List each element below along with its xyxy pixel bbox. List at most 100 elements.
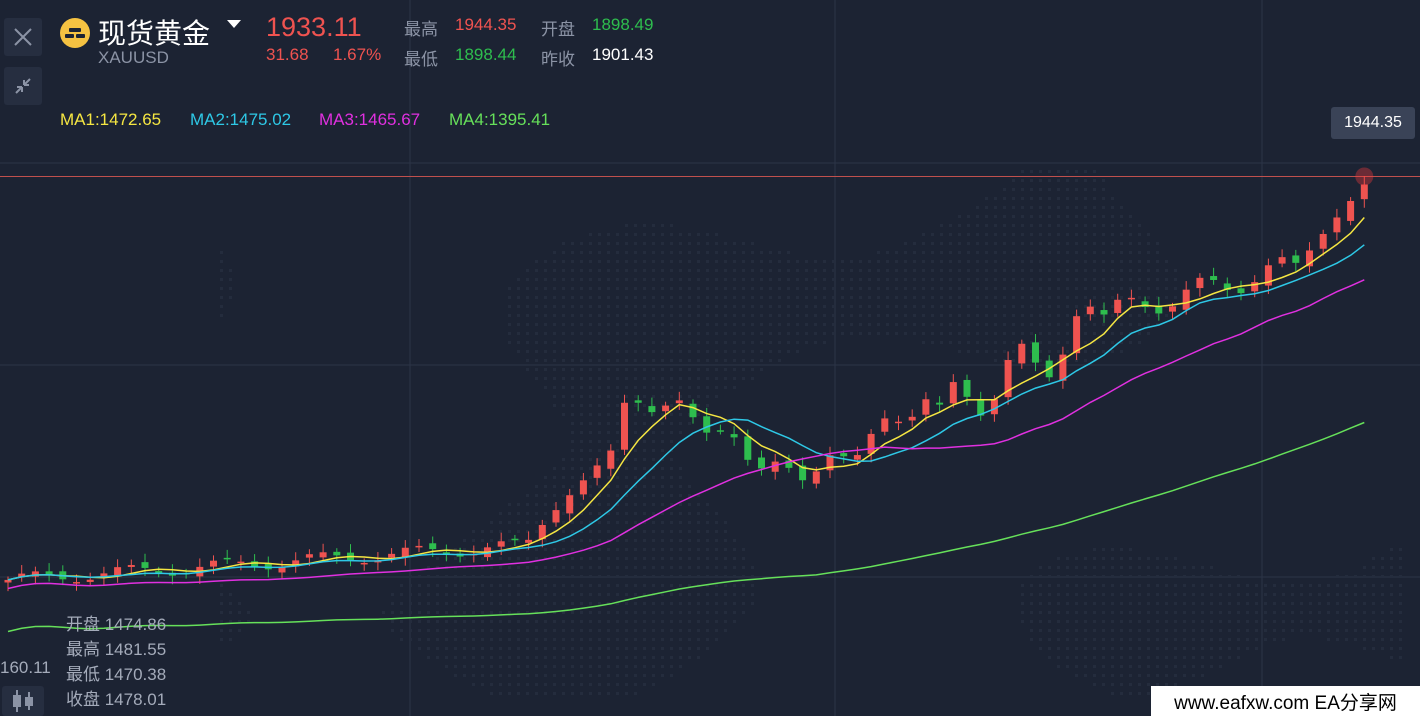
candle-body — [1127, 297, 1135, 300]
instrument-symbol: XAUUSD — [98, 48, 169, 67]
candle-body — [1004, 360, 1012, 398]
collapse-icon — [15, 78, 31, 94]
candle-body — [634, 400, 642, 403]
last-price-tag: 1944.35 — [1331, 107, 1415, 139]
open-value: 1898.49 — [592, 15, 654, 34]
candle-body — [881, 418, 889, 432]
candle-body — [675, 400, 683, 404]
collapse-button[interactable] — [4, 67, 42, 105]
gold-bars-icon — [60, 18, 90, 48]
candle-body — [853, 455, 861, 460]
candle-body — [977, 400, 985, 416]
ma2-line — [7, 244, 1365, 581]
candle-body — [525, 539, 533, 543]
candle-body — [621, 402, 628, 450]
candle-body — [1182, 289, 1190, 310]
ma3-legend: MA3:1465.67 — [319, 110, 421, 129]
candle-body — [1073, 316, 1081, 354]
candle-body — [360, 562, 368, 565]
watermark-footer: www.eafxw.com EA分享网 — [1151, 686, 1420, 716]
candle-body — [607, 450, 615, 469]
candle-body — [703, 416, 711, 433]
prev-close-value: 1901.43 — [592, 45, 654, 64]
candle-body — [689, 403, 697, 418]
candle-body — [73, 582, 80, 584]
candle-body — [1319, 233, 1327, 249]
candle-body — [278, 566, 286, 573]
candle-body — [18, 573, 26, 577]
candle-type-button[interactable] — [2, 686, 44, 716]
price-change: 31.68 — [266, 45, 309, 64]
candle-body — [812, 471, 820, 484]
candle-body — [662, 405, 670, 412]
current-price: 1933.11 — [266, 12, 362, 42]
candle-body — [1292, 255, 1300, 263]
ma2-legend: MA2:1475.02 — [190, 110, 292, 129]
ma4-legend: MA4:1395.41 — [449, 110, 551, 129]
candle-body — [210, 560, 217, 567]
candle-body — [758, 457, 765, 469]
candle-body — [1196, 277, 1204, 289]
price-change-percent: 1.67% — [333, 45, 382, 64]
candle-body — [4, 579, 12, 583]
candle-body — [1278, 257, 1286, 264]
prev-close-label: 昨收 — [541, 50, 575, 69]
candle-body — [826, 455, 834, 471]
candle-body — [442, 552, 450, 555]
ma1-line — [7, 217, 1365, 581]
candle-body — [45, 571, 53, 575]
last-price-glow — [1355, 167, 1374, 186]
candle-body — [429, 543, 437, 550]
world-map-texture — [220, 170, 1402, 695]
candle-body — [497, 541, 505, 547]
candle-body — [31, 571, 39, 577]
chevron-down-icon[interactable] — [227, 20, 241, 28]
candle-body — [771, 461, 779, 472]
candle-body — [251, 561, 259, 567]
candle-body — [593, 465, 601, 478]
candle-body — [1100, 310, 1108, 315]
candle-body — [716, 430, 724, 432]
candle-body — [895, 421, 902, 424]
candle-body — [1223, 283, 1231, 290]
ma1-legend: MA1:1472.65 — [60, 110, 162, 129]
candle-body — [1333, 217, 1341, 233]
candle-body — [1251, 282, 1259, 292]
candle-body — [840, 453, 848, 457]
candle-body — [100, 573, 108, 577]
candle-body — [1141, 301, 1149, 308]
candle-body — [1032, 342, 1039, 363]
ma4-line — [7, 421, 1365, 633]
close-icon — [14, 28, 32, 46]
candle-body — [141, 562, 149, 568]
candle-body — [922, 399, 930, 415]
candle-body — [744, 436, 752, 460]
candle-body — [552, 510, 560, 523]
candle-body — [264, 563, 272, 570]
close-button[interactable] — [4, 18, 42, 56]
candle-body — [511, 538, 519, 541]
axis-label: 160.11 — [0, 658, 51, 677]
candle-body — [785, 460, 793, 468]
candle-body — [1347, 200, 1355, 221]
candle-body — [949, 382, 957, 404]
candle-body — [333, 551, 341, 556]
candle-body — [1360, 184, 1368, 200]
candle-body — [1114, 299, 1122, 313]
low-label: 最低 — [404, 50, 438, 69]
candle-body — [388, 553, 396, 558]
candle-body — [579, 480, 587, 495]
ohlc-close: 收盘 1478.01 — [66, 690, 167, 709]
candle-body — [305, 554, 313, 558]
instrument-title[interactable]: 现货黄金 — [98, 18, 211, 49]
candle-body — [1018, 343, 1026, 364]
candle-body — [1264, 265, 1272, 286]
candle-body — [963, 379, 971, 397]
candle-body — [401, 547, 409, 558]
candle-body — [415, 545, 423, 548]
candle-body — [223, 557, 231, 560]
candle-body — [990, 399, 998, 415]
candle-body — [1086, 306, 1094, 315]
candle-body — [799, 465, 807, 481]
